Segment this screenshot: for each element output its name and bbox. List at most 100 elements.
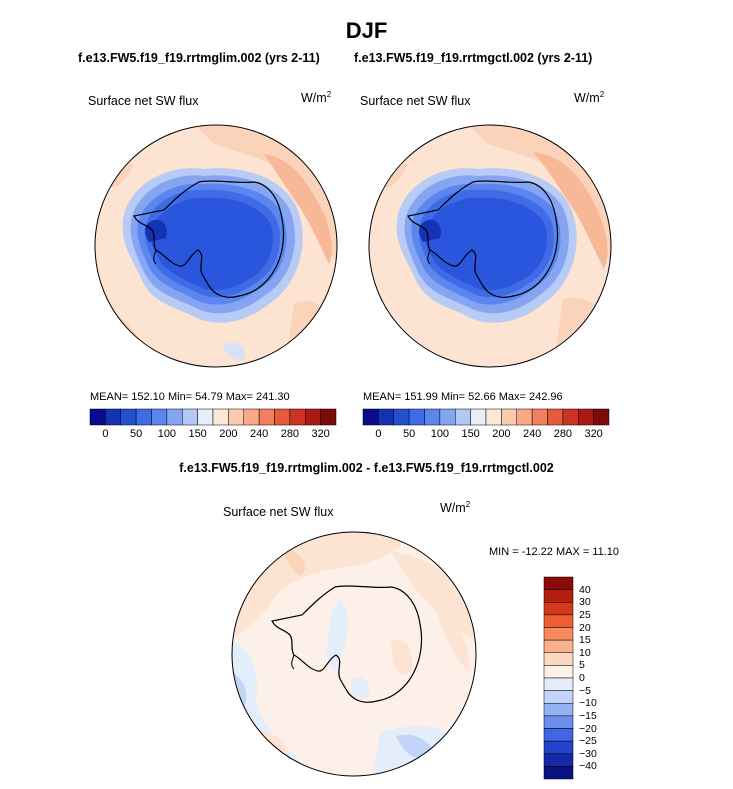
colorbar-swatch xyxy=(547,408,564,426)
colorbar-swatch xyxy=(305,408,321,426)
colorbar-tick-label: 280 xyxy=(280,428,300,440)
colorbar-tick-label: 30 xyxy=(579,596,591,609)
colorbar-tick-label: 0 xyxy=(579,672,585,684)
colorbar-swatch xyxy=(562,408,579,426)
colorbar-swatch xyxy=(543,665,574,679)
colorbar-swatch xyxy=(258,408,275,426)
diff-case-title: f.e13.FW5.f19_f19.rrtmglim.002 - f.e13.F… xyxy=(179,461,554,475)
left-colorbar xyxy=(89,408,337,426)
colorbar-swatch xyxy=(543,677,574,691)
colorbar-tick-label: 0 xyxy=(375,428,382,440)
colorbar-tick-label: 50 xyxy=(130,428,143,440)
left-units-label: W/m2 xyxy=(301,90,332,106)
colorbar-swatch xyxy=(166,408,183,426)
colorbar-swatch xyxy=(543,753,574,767)
colorbar-swatch xyxy=(543,614,574,628)
colorbar-swatch xyxy=(135,408,152,426)
colorbar-tick-label: 5 xyxy=(579,659,585,672)
left-field-label: Surface net SW flux xyxy=(88,94,199,108)
left-case-title: f.e13.FW5.f19_f19.rrtmglim.002 (yrs 2-11… xyxy=(78,51,320,65)
colorbar-swatch xyxy=(455,408,471,426)
diff-units-label: W/m2 xyxy=(440,500,471,516)
colorbar-tick-label: 320 xyxy=(311,428,330,440)
colorbar-tick-label: 200 xyxy=(492,428,511,440)
colorbar-swatch xyxy=(543,728,574,742)
colorbar-tick-label: 320 xyxy=(584,428,603,440)
colorbar-tick-label: 10 xyxy=(579,646,591,659)
colorbar-swatch xyxy=(424,408,441,426)
colorbar-swatch xyxy=(182,408,198,426)
colorbar-tick-label: −20 xyxy=(579,722,597,735)
figure-title: DJF xyxy=(345,18,388,43)
colorbar-swatch xyxy=(408,408,425,426)
right-colorbar-ticks: 0 50 100 150 200 240 280 320 xyxy=(363,428,609,442)
colorbar-tick-label: 100 xyxy=(430,428,450,440)
colorbar-swatch xyxy=(228,408,244,426)
diff-colorbar-ticks: 40 30 25 20 15 10 5 0 −5 −10 −15 −20 −25 −30 −40 xyxy=(579,577,619,779)
diff-stats: MIN = -12.22 MAX = 11.10 xyxy=(489,546,620,558)
right-field-label: Surface net SW flux xyxy=(360,94,471,108)
colorbar-swatch xyxy=(274,408,291,426)
colorbar-swatch xyxy=(289,408,306,426)
colorbar-swatch xyxy=(593,408,610,426)
right-colorbar xyxy=(362,408,610,426)
right-case-title: f.e13.FW5.f19_f19.rrtmgctl.002 (yrs 2-11… xyxy=(354,51,593,65)
colorbar-swatch xyxy=(362,408,379,426)
colorbar-tick-label: 40 xyxy=(579,583,591,596)
colorbar-tick-label: 240 xyxy=(522,428,542,440)
colorbar-tick-label: 150 xyxy=(188,428,207,440)
colorbar-swatch xyxy=(89,408,106,426)
colorbar-tick-label: −30 xyxy=(579,747,597,760)
colorbar-swatch xyxy=(516,408,533,426)
right-units-label: W/m2 xyxy=(574,90,605,106)
colorbar-swatch xyxy=(543,703,574,717)
colorbar-swatch xyxy=(543,766,574,780)
colorbar-swatch xyxy=(543,652,574,666)
colorbar-tick-label: 240 xyxy=(249,428,269,440)
colorbar-tick-label: 0 xyxy=(102,428,109,440)
colorbar-swatch xyxy=(243,408,260,426)
colorbar-tick-label: 100 xyxy=(157,428,177,440)
colorbar-swatch xyxy=(320,408,337,426)
colorbar-tick-label: 15 xyxy=(579,634,591,647)
colorbar-swatch xyxy=(543,690,574,704)
colorbar-swatch xyxy=(543,576,574,590)
left-stats: MEAN= 152.10 Min= 54.79 Max= 241.30 xyxy=(90,391,290,403)
colorbar-tick-label: 200 xyxy=(219,428,238,440)
diff-field-label: Surface net SW flux xyxy=(223,505,334,519)
right-polar-map xyxy=(368,124,612,368)
colorbar-tick-label: 50 xyxy=(403,428,416,440)
colorbar-tick-label: −25 xyxy=(579,735,597,748)
colorbar-swatch xyxy=(485,408,502,426)
colorbar-tick-label: 25 xyxy=(579,608,591,621)
colorbar-swatch xyxy=(393,408,410,426)
colorbar-tick-label: 280 xyxy=(553,428,573,440)
diff-polar-map xyxy=(231,531,477,777)
colorbar-tick-label: −40 xyxy=(579,760,597,773)
colorbar-swatch xyxy=(120,408,137,426)
colorbar-swatch xyxy=(197,408,214,426)
colorbar-swatch xyxy=(501,408,517,426)
colorbar-tick-label: 150 xyxy=(461,428,480,440)
colorbar-swatch xyxy=(543,589,574,603)
colorbar-swatch xyxy=(212,408,229,426)
colorbar-swatch xyxy=(378,408,394,426)
colorbar-tick-label: −15 xyxy=(579,709,597,722)
colorbar-swatch xyxy=(543,602,574,616)
colorbar-swatch xyxy=(543,740,574,754)
right-stats: MEAN= 151.99 Min= 52.66 Max= 242.96 xyxy=(363,391,563,403)
colorbar-tick-label: 20 xyxy=(579,621,591,634)
colorbar-swatch xyxy=(531,408,548,426)
colorbar-swatch xyxy=(439,408,456,426)
left-polar-map xyxy=(94,124,338,368)
left-colorbar-ticks: 0 50 100 150 200 240 280 320 xyxy=(90,428,336,442)
colorbar-swatch xyxy=(105,408,121,426)
colorbar-swatch xyxy=(151,408,168,426)
colorbar-swatch xyxy=(543,639,574,653)
colorbar-tick-label: −10 xyxy=(579,697,597,710)
diff-colorbar xyxy=(543,576,574,780)
colorbar-swatch xyxy=(470,408,487,426)
colorbar-tick-label: −5 xyxy=(579,684,591,697)
colorbar-swatch xyxy=(543,715,574,729)
colorbar-swatch xyxy=(578,408,594,426)
